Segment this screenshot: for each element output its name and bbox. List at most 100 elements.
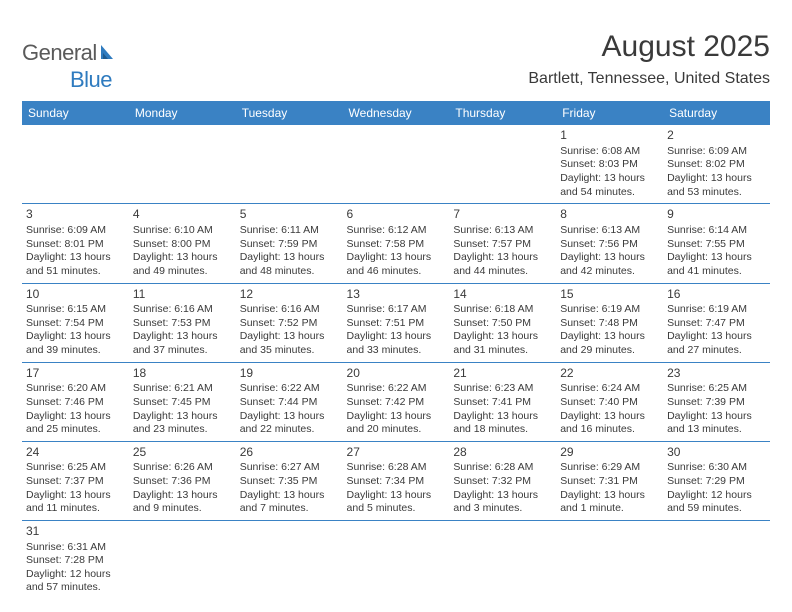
day-number: 9	[667, 207, 766, 223]
calendar-cell: 9Sunrise: 6:14 AMSunset: 7:55 PMDaylight…	[663, 204, 770, 283]
calendar-cell: 7Sunrise: 6:13 AMSunset: 7:57 PMDaylight…	[449, 204, 556, 283]
day-number: 31	[26, 524, 125, 540]
day-number: 15	[560, 287, 659, 303]
daylight-text: Daylight: 13 hours	[347, 251, 446, 265]
calendar-cell	[663, 520, 770, 599]
day-number: 13	[347, 287, 446, 303]
sunset-text: Sunset: 7:29 PM	[667, 475, 766, 489]
calendar-cell: 11Sunrise: 6:16 AMSunset: 7:53 PMDayligh…	[129, 283, 236, 362]
sunrise-text: Sunrise: 6:13 AM	[453, 224, 552, 238]
calendar-row: 31Sunrise: 6:31 AMSunset: 7:28 PMDayligh…	[22, 520, 770, 599]
calendar-cell: 18Sunrise: 6:21 AMSunset: 7:45 PMDayligh…	[129, 362, 236, 441]
sunset-text: Sunset: 7:31 PM	[560, 475, 659, 489]
sunset-text: Sunset: 7:28 PM	[26, 554, 125, 568]
sunset-text: Sunset: 7:35 PM	[240, 475, 339, 489]
daylight-text: Daylight: 13 hours	[26, 410, 125, 424]
sunrise-text: Sunrise: 6:09 AM	[667, 145, 766, 159]
daylight-text: Daylight: 13 hours	[347, 489, 446, 503]
sunset-text: Sunset: 7:56 PM	[560, 238, 659, 252]
day-number: 3	[26, 207, 125, 223]
sunrise-text: Sunrise: 6:20 AM	[26, 382, 125, 396]
calendar-row: 24Sunrise: 6:25 AMSunset: 7:37 PMDayligh…	[22, 441, 770, 520]
sunset-text: Sunset: 7:47 PM	[667, 317, 766, 331]
sunrise-text: Sunrise: 6:16 AM	[133, 303, 232, 317]
calendar-cell: 6Sunrise: 6:12 AMSunset: 7:58 PMDaylight…	[343, 204, 450, 283]
daylight-text: Daylight: 13 hours	[560, 172, 659, 186]
sunset-text: Sunset: 7:52 PM	[240, 317, 339, 331]
calendar-cell: 4Sunrise: 6:10 AMSunset: 8:00 PMDaylight…	[129, 204, 236, 283]
weekday-header: Thursday	[449, 101, 556, 125]
sunrise-text: Sunrise: 6:16 AM	[240, 303, 339, 317]
day-number: 19	[240, 366, 339, 382]
sunrise-text: Sunrise: 6:19 AM	[560, 303, 659, 317]
day-number: 25	[133, 445, 232, 461]
day-number: 6	[347, 207, 446, 223]
daylight-text: and 57 minutes.	[26, 581, 125, 595]
day-number: 11	[133, 287, 232, 303]
logo: GeneralBlue	[22, 40, 121, 93]
calendar-cell	[129, 125, 236, 204]
daylight-text: and 51 minutes.	[26, 265, 125, 279]
sunrise-text: Sunrise: 6:12 AM	[347, 224, 446, 238]
sunset-text: Sunset: 7:40 PM	[560, 396, 659, 410]
daylight-text: and 27 minutes.	[667, 344, 766, 358]
sunrise-text: Sunrise: 6:27 AM	[240, 461, 339, 475]
daylight-text: and 59 minutes.	[667, 502, 766, 516]
calendar-cell: 10Sunrise: 6:15 AMSunset: 7:54 PMDayligh…	[22, 283, 129, 362]
day-number: 1	[560, 128, 659, 144]
day-number: 17	[26, 366, 125, 382]
sunrise-text: Sunrise: 6:28 AM	[453, 461, 552, 475]
day-number: 23	[667, 366, 766, 382]
calendar-cell	[556, 520, 663, 599]
day-number: 16	[667, 287, 766, 303]
daylight-text: Daylight: 13 hours	[347, 410, 446, 424]
sunrise-text: Sunrise: 6:17 AM	[347, 303, 446, 317]
weekday-header: Tuesday	[236, 101, 343, 125]
calendar-cell: 17Sunrise: 6:20 AMSunset: 7:46 PMDayligh…	[22, 362, 129, 441]
calendar-cell: 22Sunrise: 6:24 AMSunset: 7:40 PMDayligh…	[556, 362, 663, 441]
sunrise-text: Sunrise: 6:26 AM	[133, 461, 232, 475]
sunrise-text: Sunrise: 6:13 AM	[560, 224, 659, 238]
sunrise-text: Sunrise: 6:11 AM	[240, 224, 339, 238]
daylight-text: Daylight: 13 hours	[453, 410, 552, 424]
calendar-cell: 1Sunrise: 6:08 AMSunset: 8:03 PMDaylight…	[556, 125, 663, 204]
daylight-text: Daylight: 13 hours	[560, 330, 659, 344]
sunset-text: Sunset: 7:42 PM	[347, 396, 446, 410]
daylight-text: and 1 minute.	[560, 502, 659, 516]
day-number: 24	[26, 445, 125, 461]
calendar-cell: 28Sunrise: 6:28 AMSunset: 7:32 PMDayligh…	[449, 441, 556, 520]
calendar-cell: 21Sunrise: 6:23 AMSunset: 7:41 PMDayligh…	[449, 362, 556, 441]
daylight-text: Daylight: 13 hours	[26, 251, 125, 265]
sunset-text: Sunset: 7:55 PM	[667, 238, 766, 252]
daylight-text: Daylight: 13 hours	[453, 489, 552, 503]
daylight-text: Daylight: 13 hours	[560, 410, 659, 424]
calendar-cell: 24Sunrise: 6:25 AMSunset: 7:37 PMDayligh…	[22, 441, 129, 520]
sunrise-text: Sunrise: 6:30 AM	[667, 461, 766, 475]
day-number: 14	[453, 287, 552, 303]
sunrise-text: Sunrise: 6:22 AM	[347, 382, 446, 396]
month-title: August 2025	[528, 30, 770, 64]
daylight-text: and 39 minutes.	[26, 344, 125, 358]
calendar-cell: 23Sunrise: 6:25 AMSunset: 7:39 PMDayligh…	[663, 362, 770, 441]
sunset-text: Sunset: 7:54 PM	[26, 317, 125, 331]
calendar-cell: 8Sunrise: 6:13 AMSunset: 7:56 PMDaylight…	[556, 204, 663, 283]
sunset-text: Sunset: 7:48 PM	[560, 317, 659, 331]
sunrise-text: Sunrise: 6:24 AM	[560, 382, 659, 396]
sunrise-text: Sunrise: 6:15 AM	[26, 303, 125, 317]
calendar-cell: 16Sunrise: 6:19 AMSunset: 7:47 PMDayligh…	[663, 283, 770, 362]
sunset-text: Sunset: 7:32 PM	[453, 475, 552, 489]
sunset-text: Sunset: 7:44 PM	[240, 396, 339, 410]
calendar-cell	[236, 520, 343, 599]
day-number: 5	[240, 207, 339, 223]
daylight-text: and 20 minutes.	[347, 423, 446, 437]
daylight-text: Daylight: 13 hours	[667, 410, 766, 424]
sunset-text: Sunset: 7:34 PM	[347, 475, 446, 489]
calendar-row: 10Sunrise: 6:15 AMSunset: 7:54 PMDayligh…	[22, 283, 770, 362]
calendar-cell	[343, 520, 450, 599]
daylight-text: and 29 minutes.	[560, 344, 659, 358]
sunset-text: Sunset: 8:02 PM	[667, 158, 766, 172]
day-number: 26	[240, 445, 339, 461]
calendar-cell: 2Sunrise: 6:09 AMSunset: 8:02 PMDaylight…	[663, 125, 770, 204]
calendar-cell	[343, 125, 450, 204]
daylight-text: and 41 minutes.	[667, 265, 766, 279]
